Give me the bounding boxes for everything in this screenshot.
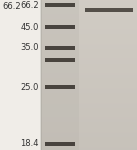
Text: 18.4: 18.4 (21, 140, 39, 148)
Text: 35.0: 35.0 (21, 44, 39, 52)
Bar (45, 25, 75, 29)
Bar (0, 0, 41, 150)
Bar (45, 58, 75, 62)
Bar (45, 3, 75, 7)
Text: 25.0: 25.0 (21, 82, 39, 91)
Bar (41, 0, 79, 150)
Bar (45, 142, 75, 146)
Bar (45, 46, 75, 50)
Bar (45, 85, 75, 89)
Bar (85, 8, 133, 12)
Text: 66.2: 66.2 (20, 1, 39, 10)
Text: 66.2: 66.2 (3, 2, 21, 11)
Text: 45.0: 45.0 (21, 22, 39, 32)
